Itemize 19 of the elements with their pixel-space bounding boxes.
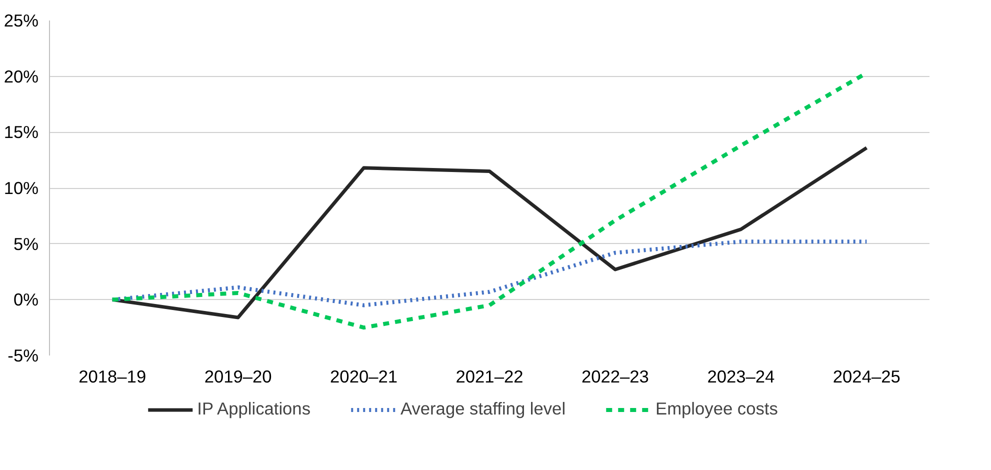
y-tick-label: 20% xyxy=(4,66,39,86)
y-tick-label: 25% xyxy=(4,10,39,30)
legend-label: Employee costs xyxy=(656,398,778,420)
x-tick-label: 2020–21 xyxy=(330,366,398,386)
y-tick-label: 5% xyxy=(13,234,38,254)
x-tick-label: 2019–20 xyxy=(204,366,272,386)
y-tick-label: -5% xyxy=(8,346,39,366)
x-tick-label: 2022–23 xyxy=(581,366,649,386)
line-series xyxy=(110,146,868,320)
x-tick-label: 2024–25 xyxy=(832,366,900,386)
y-tick-label: 15% xyxy=(4,122,39,142)
legend-label: IP Applications xyxy=(197,398,310,420)
legend-label: Average staffing level xyxy=(400,398,566,420)
y-tick-label: 0% xyxy=(13,290,38,310)
x-tick-label: 2018–19 xyxy=(78,366,146,386)
line-series xyxy=(110,240,869,308)
x-tick-label: 2023–24 xyxy=(707,366,776,386)
y-tick-label: 10% xyxy=(4,178,39,198)
x-tick-label: 2021–22 xyxy=(456,366,524,386)
